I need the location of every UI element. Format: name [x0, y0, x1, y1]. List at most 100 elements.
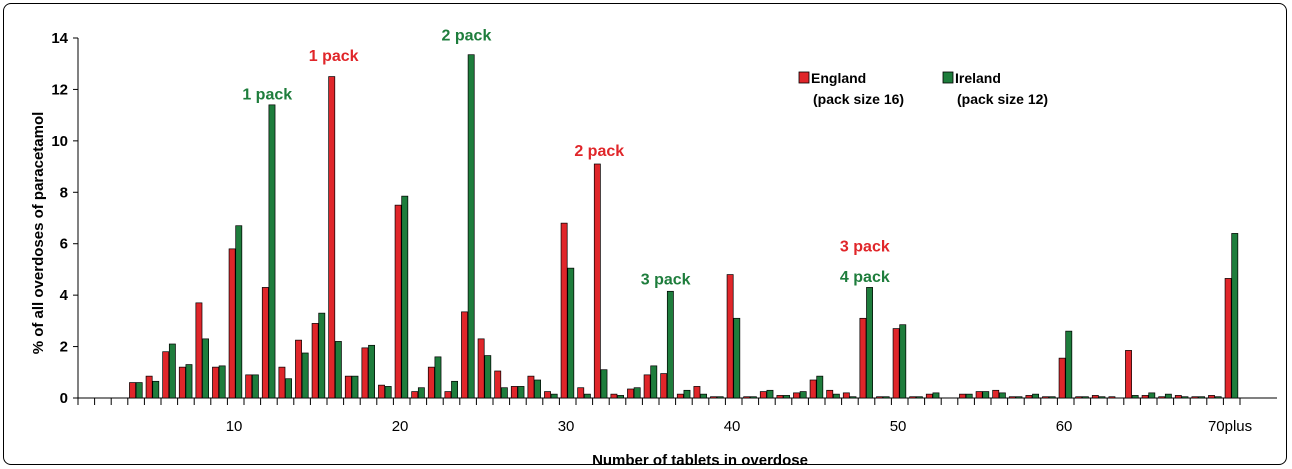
- bar-ireland: [1231, 233, 1239, 399]
- bar-england: [959, 393, 966, 399]
- bar-england: [560, 222, 568, 399]
- bar-ireland: [816, 375, 824, 399]
- legend-swatch: [942, 71, 954, 84]
- bar-england: [909, 396, 917, 399]
- bar-ireland: [168, 343, 176, 399]
- bar-ireland: [251, 374, 259, 399]
- bar-england: [643, 374, 651, 399]
- y-axis-title: % of all overdoses of paracetamol: [30, 112, 47, 355]
- bar-england: [593, 163, 601, 399]
- bar-england: [544, 391, 551, 399]
- bar-ireland: [384, 386, 392, 399]
- bar-england: [228, 248, 236, 399]
- bar-ireland: [932, 392, 940, 399]
- bar-ireland: [1065, 330, 1073, 399]
- bar-england: [212, 366, 219, 399]
- x-tick-label: 20: [392, 418, 409, 435]
- bar-ireland: [882, 396, 890, 399]
- bar-ireland: [401, 195, 409, 399]
- bar-ireland: [899, 324, 907, 399]
- bar-ireland: [1164, 393, 1172, 399]
- bar-england: [1008, 396, 1016, 399]
- bar-england: [892, 328, 900, 399]
- bar-england: [826, 389, 834, 399]
- bar-england: [610, 393, 618, 399]
- bar-ireland: [202, 338, 209, 399]
- bar-ireland: [484, 355, 492, 399]
- bar-england: [1158, 396, 1166, 399]
- bar-england: [693, 386, 701, 399]
- bar-england: [245, 374, 253, 399]
- bar-england: [378, 384, 385, 399]
- legend-sublabel: (pack size 16): [813, 91, 904, 107]
- bar-ireland: [783, 395, 790, 399]
- legend-label: England: [811, 70, 866, 86]
- y-tick-label: 14: [51, 30, 68, 47]
- annotation-label: 3 pack: [641, 272, 691, 289]
- legend-label: Ireland: [955, 70, 1001, 86]
- bar-ireland: [1198, 396, 1205, 399]
- bar-england: [195, 302, 203, 399]
- bar-england: [660, 373, 668, 399]
- y-tick-label: 12: [51, 81, 68, 98]
- bar-england: [1025, 395, 1033, 399]
- bar-england: [261, 287, 269, 399]
- bar-england: [975, 391, 983, 399]
- bar-ireland: [982, 391, 990, 399]
- bar-ireland: [1015, 396, 1023, 399]
- bar-ireland: [650, 365, 658, 399]
- bar-ireland: [633, 387, 641, 399]
- bar-ireland: [716, 396, 724, 399]
- bar-england: [295, 339, 302, 399]
- bar-ireland: [749, 396, 757, 399]
- annotation-label: 1 pack: [309, 48, 359, 65]
- x-axis-title: Number of tablets in overdose: [592, 452, 808, 469]
- bar-england: [1174, 395, 1182, 399]
- bar-england: [444, 391, 452, 399]
- bar-england: [477, 338, 485, 399]
- bar-england: [344, 375, 352, 399]
- bar-ireland: [1098, 396, 1106, 399]
- bar-ireland: [998, 392, 1006, 399]
- y-tick-label: 6: [60, 236, 68, 253]
- bar-england: [859, 317, 867, 399]
- bar-england: [129, 382, 136, 399]
- bar-england: [676, 393, 684, 399]
- bar-england: [494, 370, 502, 399]
- bar-ireland: [733, 317, 741, 399]
- bar-ireland: [351, 375, 359, 399]
- bar-england: [710, 396, 717, 399]
- bar-england: [328, 76, 336, 399]
- y-tick-label: 0: [60, 390, 68, 407]
- x-tick-label: 40: [724, 418, 741, 435]
- bar-ireland: [1214, 396, 1222, 399]
- bar-england: [809, 379, 817, 399]
- bar-ireland: [915, 396, 923, 399]
- bar-england: [178, 366, 186, 399]
- bar-england: [278, 366, 286, 399]
- annotations: 1 pack 1 pack 2 pack 2 pack 3 pack 3 pack 4 pa…: [242, 27, 890, 288]
- bar-ireland: [500, 387, 508, 399]
- bar-ireland: [1131, 395, 1139, 399]
- y-tick-label: 4: [60, 287, 69, 304]
- bar-ireland: [318, 312, 326, 399]
- x-tick-label: 70plus: [1208, 418, 1252, 435]
- bar-ireland: [1048, 396, 1056, 399]
- bar-england: [1108, 396, 1116, 399]
- bar-england: [1058, 357, 1066, 399]
- bar-england: [627, 388, 634, 399]
- bar-ireland: [666, 290, 674, 399]
- bar-ireland: [1032, 393, 1039, 399]
- bar-ireland: [218, 365, 226, 399]
- bar-ireland: [185, 364, 193, 399]
- bar-ireland: [965, 393, 973, 399]
- bar-england: [510, 386, 518, 399]
- bar-ireland: [285, 378, 292, 399]
- x-tick-label: 10: [226, 418, 243, 435]
- bar-ireland: [301, 352, 309, 399]
- x-tick-label: 30: [558, 418, 575, 435]
- bar-ireland: [683, 389, 691, 399]
- bar-ireland: [849, 396, 857, 399]
- bar-england: [411, 391, 419, 399]
